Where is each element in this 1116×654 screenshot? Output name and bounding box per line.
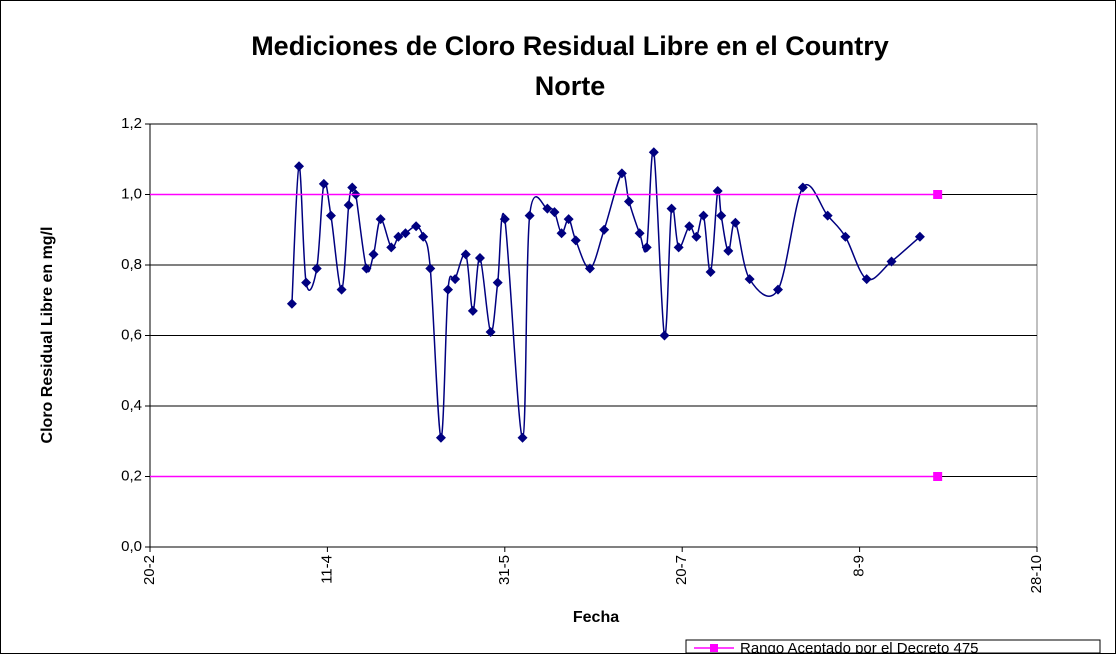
data-point [691,231,702,242]
data-point [325,210,336,221]
data-point [286,298,297,309]
data-point [435,432,446,443]
data-point [616,168,627,179]
data-point [517,432,528,443]
data-point [311,263,322,274]
x-tick-label: 28-10 [1028,555,1045,593]
data-point [914,231,925,242]
data-point [861,274,872,285]
y-axis-label: Cloro Residual Libre en mg/l [39,227,56,444]
data-point [840,231,851,242]
x-tick-label: 20-2 [141,555,158,585]
data-point [716,210,727,221]
data-point [570,235,581,246]
y-tick-label: 0,2 [121,467,142,484]
data-point [542,203,553,214]
x-tick-label: 11-4 [318,555,335,584]
data-point [294,161,305,172]
data-point [361,263,372,274]
data-point [425,263,436,274]
data-point [492,277,503,288]
data-point [684,221,695,232]
data-point [623,196,634,207]
data-point [712,185,723,196]
data-point [744,274,755,285]
data-point [659,330,670,341]
x-tick-label: 8-9 [851,555,868,577]
data-point [730,217,741,228]
data-point [301,277,312,288]
data-point [474,252,485,263]
data-point [400,228,411,239]
data-point [556,228,567,239]
data-point [772,284,783,295]
data-point [797,182,808,193]
chart-title: Mediciones de Cloro Residual Libre en el… [251,31,889,61]
y-tick-label: 0,8 [121,256,142,273]
data-point [584,263,595,274]
data-point [375,214,386,225]
x-axis-label: Fecha [573,609,619,626]
y-tick-label: 1,2 [121,115,142,132]
legend-box [685,639,1101,654]
data-point [443,284,454,295]
data-point [886,256,897,267]
reference-marker [933,190,943,199]
data-point [705,267,716,278]
data-point [418,231,429,242]
data-point [411,221,422,232]
data-point [386,242,397,253]
data-point [467,305,478,316]
y-tick-label: 1,0 [121,185,142,202]
chart-title: Norte [535,71,606,101]
data-point [450,274,461,285]
y-tick-label: 0,6 [121,326,142,343]
legend-swatch-marker [710,644,718,652]
data-point [698,210,709,221]
data-point [634,228,645,239]
reference-marker [933,472,943,481]
data-point [563,214,574,225]
data-point [723,245,734,256]
legend-label: Rango Aceptado por el Decreto 475 [740,640,979,654]
data-point [666,203,677,214]
data-point [368,249,379,260]
x-tick-label: 20-7 [673,555,690,585]
data-point [393,231,404,242]
data-point [524,210,535,221]
data-point [549,207,560,218]
x-tick-label: 31-5 [496,555,513,585]
data-point [343,200,354,211]
y-tick-label: 0,4 [121,397,142,414]
data-point [673,242,684,253]
data-point [641,242,652,253]
data-point [318,178,329,189]
data-point [485,326,496,337]
data-point [336,284,347,295]
data-point [347,182,358,193]
data-point [599,224,610,235]
y-tick-label: 0,0 [121,538,142,555]
data-point [460,249,471,260]
data-point [499,214,510,225]
data-point [648,147,659,158]
data-point [822,210,833,221]
